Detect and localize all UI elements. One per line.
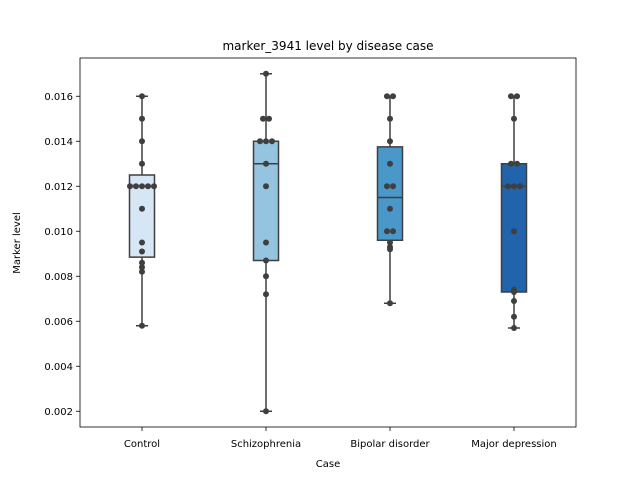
data-point <box>139 93 145 100</box>
data-point <box>514 93 520 100</box>
x-tick-label: Control <box>124 439 160 450</box>
data-point <box>139 183 145 190</box>
data-point <box>511 325 517 331</box>
data-point <box>263 408 269 415</box>
data-point <box>387 300 393 307</box>
data-point <box>139 138 145 145</box>
data-point <box>139 115 145 122</box>
data-point <box>139 160 145 167</box>
data-point <box>390 93 396 100</box>
data-point <box>390 228 396 235</box>
data-point <box>260 115 266 122</box>
data-point <box>387 160 393 167</box>
y-tick-label: 0.002 <box>44 407 73 418</box>
box-major-depression <box>500 163 528 293</box>
x-tick-label: Schizophrenia <box>231 439 301 450</box>
data-point <box>139 239 145 246</box>
data-point <box>390 183 396 190</box>
data-point <box>263 291 269 298</box>
data-point <box>517 183 523 190</box>
data-point <box>263 160 269 167</box>
y-tick-label: 0.010 <box>44 227 73 238</box>
data-point <box>387 246 393 253</box>
data-point <box>145 183 151 190</box>
x-tick-label: Bipolar disorder <box>350 439 430 450</box>
data-point <box>511 183 517 190</box>
y-tick-label: 0.008 <box>44 272 73 283</box>
data-point <box>151 183 157 190</box>
data-point <box>384 228 390 235</box>
x-axis-label: Case <box>316 459 340 470</box>
y-tick-label: 0.006 <box>44 317 73 328</box>
data-point <box>263 273 269 280</box>
data-point <box>511 228 517 235</box>
data-point <box>263 239 269 246</box>
data-point <box>263 138 269 145</box>
data-point <box>139 322 145 329</box>
chart-title: marker_3941 level by disease case <box>222 39 433 53</box>
data-point <box>387 205 393 212</box>
data-point <box>508 93 514 100</box>
data-point <box>387 115 393 122</box>
y-tick-label: 0.016 <box>44 92 73 103</box>
data-point <box>384 93 390 100</box>
data-point <box>269 138 275 145</box>
data-point <box>263 257 269 264</box>
y-tick-label: 0.004 <box>44 362 73 373</box>
data-point <box>511 289 517 295</box>
data-point <box>514 160 520 167</box>
data-point <box>263 70 269 77</box>
y-tick-label: 0.014 <box>44 137 73 148</box>
data-point <box>387 138 393 145</box>
data-point <box>384 183 390 190</box>
data-point <box>511 298 517 304</box>
data-point <box>266 115 272 122</box>
data-point <box>139 264 145 271</box>
data-point <box>263 183 269 190</box>
data-point <box>511 115 517 122</box>
data-point <box>133 183 139 190</box>
data-point <box>505 183 511 190</box>
axes-frame <box>79 57 577 428</box>
data-point <box>139 205 145 212</box>
data-point <box>508 160 514 167</box>
data-point <box>139 268 145 275</box>
plot-area: 0.002 0.004 0.006 0.008 0.010 0.012 0.014 0.016… <box>44 57 577 450</box>
x-tick-label: Major depression <box>471 439 557 450</box>
data-point <box>127 183 133 190</box>
data-point <box>139 259 145 266</box>
y-tick-label: 0.012 <box>44 182 73 193</box>
data-point <box>257 138 263 145</box>
data-point <box>139 248 145 255</box>
data-point <box>387 239 393 246</box>
y-axis-label: Marker level <box>12 212 23 274</box>
data-point <box>511 313 517 320</box>
